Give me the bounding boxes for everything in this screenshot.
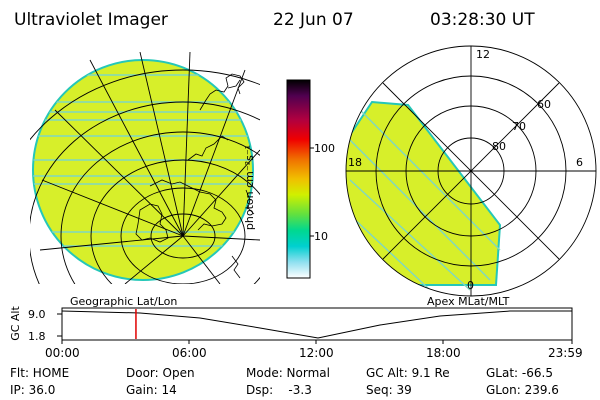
observation-date: 22 Jun 07 (273, 10, 354, 30)
app-title: Ultraviolet Imager (14, 10, 168, 30)
mlat-label-80: 80 (492, 140, 506, 153)
status-mode: Mode: Normal (246, 366, 330, 380)
latitude-grid (30, 69, 260, 284)
mlt-label-12: 12 (476, 48, 490, 61)
mlt-label-18: 18 (348, 156, 362, 169)
mlat-label-60: 60 (537, 98, 551, 111)
status-gc-altitude: GC Alt: 9.1 Re (366, 366, 450, 380)
observation-time: 03:28:30 UT (430, 10, 535, 30)
timeline-y-label: GC Alt (8, 306, 22, 341)
status-door: Door: Open (126, 366, 195, 380)
timeline-x-tick-3: 18:00 (426, 346, 461, 360)
gc-alt-curve (61, 310, 572, 339)
colorbar-tick-100: 100 (314, 142, 335, 155)
mlt-label-0: 0 (467, 279, 474, 292)
mlt-label-6: 6 (576, 156, 583, 169)
uv-image-disk (32, 59, 254, 281)
status-flight: Flt: HOME (10, 366, 70, 380)
timeline-y-tick-high: 9.0 (28, 308, 46, 321)
right-panel-caption: Apex MLat/MLT (427, 295, 510, 308)
timeline-x-tick-4: 23:59 (548, 346, 583, 360)
timeline-x-tick-1: 06:00 (172, 346, 207, 360)
mlt-lines (346, 46, 596, 296)
left-panel-caption: Geographic Lat/Lon (70, 295, 178, 308)
timeline-x-tick-2: 12:00 (299, 346, 334, 360)
status-glat: GLat: -66.5 (486, 366, 553, 380)
status-glon: GLon: 239.6 (486, 383, 559, 397)
coastline-outline (135, 73, 255, 279)
timeline-y-tick-low: 1.8 (28, 330, 46, 343)
status-sequence: Seq: 39 (366, 383, 412, 397)
colorbar-tick-10: 10 (314, 230, 328, 243)
status-gain: Gain: 14 (126, 383, 177, 397)
uv-image-footprint (346, 100, 502, 286)
mlat-label-70: 70 (512, 120, 526, 133)
status-dsp: Dsp: -3.3 (246, 383, 312, 397)
status-ip: IP: 36.0 (10, 383, 56, 397)
timeline-x-tick-0: 00:00 (45, 346, 80, 360)
